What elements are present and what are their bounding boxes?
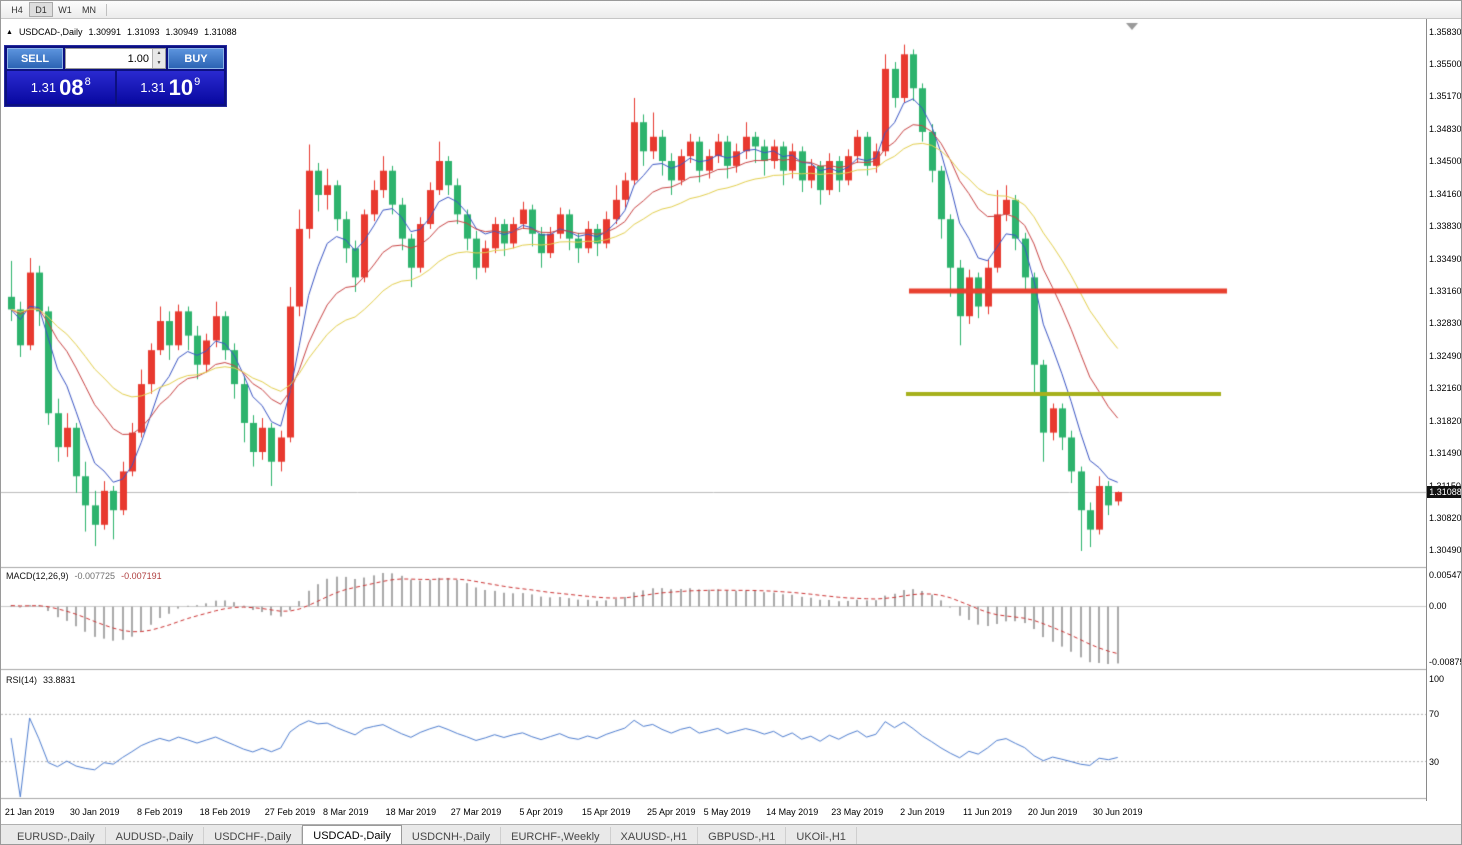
one-click-trading-panel: SELL 1.00 ▲ ▼ BUY 1.31 08 8 1.31 10 9	[4, 45, 227, 107]
spinner-down-icon[interactable]: ▼	[156, 59, 162, 66]
macd-axis-label: -0.008752	[1429, 657, 1461, 667]
lot-size-field[interactable]: 1.00 ▲ ▼	[65, 48, 166, 69]
date-axis-label: 21 Jan 2019	[4, 807, 55, 817]
price-axis-label: 1.32490	[1429, 350, 1462, 361]
date-axis-label: 27 Feb 2019	[264, 807, 316, 817]
timeframe-button-h4[interactable]: H4	[11, 4, 23, 15]
chart-tab-xauusd-h1[interactable]: XAUUSD-,H1	[611, 827, 699, 844]
date-axis-label: 11 Jun 2019	[963, 807, 1012, 817]
date-axis-label: 27 Mar 2019	[450, 807, 502, 817]
price-axis-label: 1.34500	[1429, 156, 1462, 166]
date-axis-label: 8 Mar 2019	[323, 807, 369, 817]
buy-price-main: 1.31	[140, 80, 166, 95]
chart-canvas[interactable]	[1, 19, 1426, 801]
sell-price-pips: 08	[59, 74, 84, 100]
price-axis-label: 1.33160	[1429, 286, 1462, 296]
trade-panel-buttons-row: SELL 1.00 ▲ ▼ BUY	[7, 48, 224, 69]
date-axis-label: 5 May 2019	[703, 807, 751, 817]
price-axis-label: 1.31490	[1429, 447, 1462, 458]
price-axis-label: 1.35500	[1429, 59, 1462, 69]
price-axis-label: 1.32160	[1429, 383, 1462, 393]
price-axis-label: 1.30490	[1429, 545, 1462, 555]
price-axis-label: 1.34830	[1429, 124, 1462, 134]
date-axis-label: 30 Jan 2019	[69, 807, 120, 817]
rsi-axis-label: 30	[1429, 756, 1440, 767]
spinner-up-icon[interactable]: ▲	[156, 50, 162, 57]
date-axis: 21 Jan 2019 30 Jan 2019 8 Feb 2019 18 Feb 2…	[1, 801, 1426, 824]
date-axis-label: 2 Jun 2019	[900, 807, 945, 817]
price-axis-label: 1.32830	[1429, 318, 1462, 328]
price-axis-label: 1.31820	[1429, 415, 1462, 426]
price-axis: 1.31088 1.35830 1.35500 1.35170 1.34830 1.34…	[1426, 19, 1462, 801]
chart-tab-bar: EURUSD-,Daily AUDUSD-,Daily USDCHF-,Daily U…	[1, 824, 1461, 844]
sell-price-main: 1.31	[30, 80, 57, 95]
date-axis-label: 18 Feb 2019	[199, 807, 251, 817]
macd-axis-label: 0.00	[1429, 601, 1447, 611]
date-axis-label: 23 May 2019	[831, 807, 884, 817]
current-price-badge: 1.31088	[1427, 485, 1461, 498]
toolbar-separator	[106, 3, 107, 16]
timeframe-toolbar: H4 D1 W1 MN	[1, 1, 1461, 19]
rsi-axis-label: 70	[1429, 709, 1440, 720]
lot-spinner[interactable]: ▲ ▼	[152, 49, 165, 68]
date-axis-label: 14 May 2019	[766, 807, 819, 817]
date-axis-label: 8 Feb 2019	[137, 807, 183, 817]
chart-tab-eurchf-weekly[interactable]: EURCHF-,Weekly	[501, 827, 611, 844]
date-axis-label: 15 Apr 2019	[581, 807, 631, 817]
buy-button[interactable]: BUY	[168, 48, 224, 69]
chart-tab-usdcad-daily[interactable]: USDCAD-,Daily	[302, 825, 402, 844]
buy-price-pips: 10	[168, 74, 194, 100]
macd-axis-label: 0.005474	[1429, 570, 1462, 580]
sell-price-sup: 8	[84, 75, 91, 88]
chart-tab-usdcnh-daily[interactable]: USDCNH-,Daily	[402, 827, 502, 844]
chart-tab-usdchf-daily[interactable]: USDCHF-,Daily	[204, 827, 303, 844]
price-axis-label: 1.33490	[1429, 253, 1462, 264]
sell-price-box[interactable]: 1.31 08 8	[7, 71, 115, 104]
chart-tab-audusd-daily[interactable]: AUDUSD-,Daily	[106, 827, 205, 844]
date-axis-label: 25 Apr 2019	[647, 807, 696, 817]
trade-panel-prices-row: 1.31 08 8 1.31 10 9	[7, 71, 224, 104]
price-axis-label: 1.30820	[1429, 512, 1462, 523]
price-axis-label: 1.31150	[1429, 481, 1461, 491]
buy-price-box[interactable]: 1.31 10 9	[116, 71, 224, 104]
price-axis-label: 1.35170	[1429, 91, 1462, 102]
one-click-toggle-icon[interactable]: ▲	[6, 28, 13, 36]
timeframe-button-w1[interactable]: W1	[58, 4, 72, 15]
date-axis-label: 5 Apr 2019	[519, 807, 563, 817]
price-axis-label: 1.35830	[1429, 27, 1462, 37]
buy-price-sup: 9	[194, 75, 201, 88]
timeframe-button-mn[interactable]: MN	[82, 4, 96, 15]
chart-tab-eurusd-daily[interactable]: EURUSD-,Daily	[7, 827, 106, 844]
price-axis-label: 1.34160	[1429, 188, 1462, 199]
lot-size-value[interactable]: 1.00	[127, 52, 149, 65]
timeframe-button-d1[interactable]: D1	[29, 2, 53, 17]
date-axis-label: 20 Jun 2019	[1027, 807, 1078, 817]
sell-button[interactable]: SELL	[7, 48, 63, 69]
date-axis-label: 30 Jun 2019	[1092, 807, 1143, 817]
date-axis-label: 18 Mar 2019	[385, 807, 437, 817]
rsi-axis-label: 100	[1429, 674, 1445, 684]
price-axis-label: 1.33830	[1429, 221, 1462, 231]
chart-tab-ukoil-h1[interactable]: UKOil-,H1	[786, 827, 857, 844]
chart-area: ▲ USDCAD-,Daily 1.30991 1.31093 1.30949 …	[1, 19, 1462, 824]
chart-tab-gbpusd-h1[interactable]: GBPUSD-,H1	[698, 827, 787, 844]
